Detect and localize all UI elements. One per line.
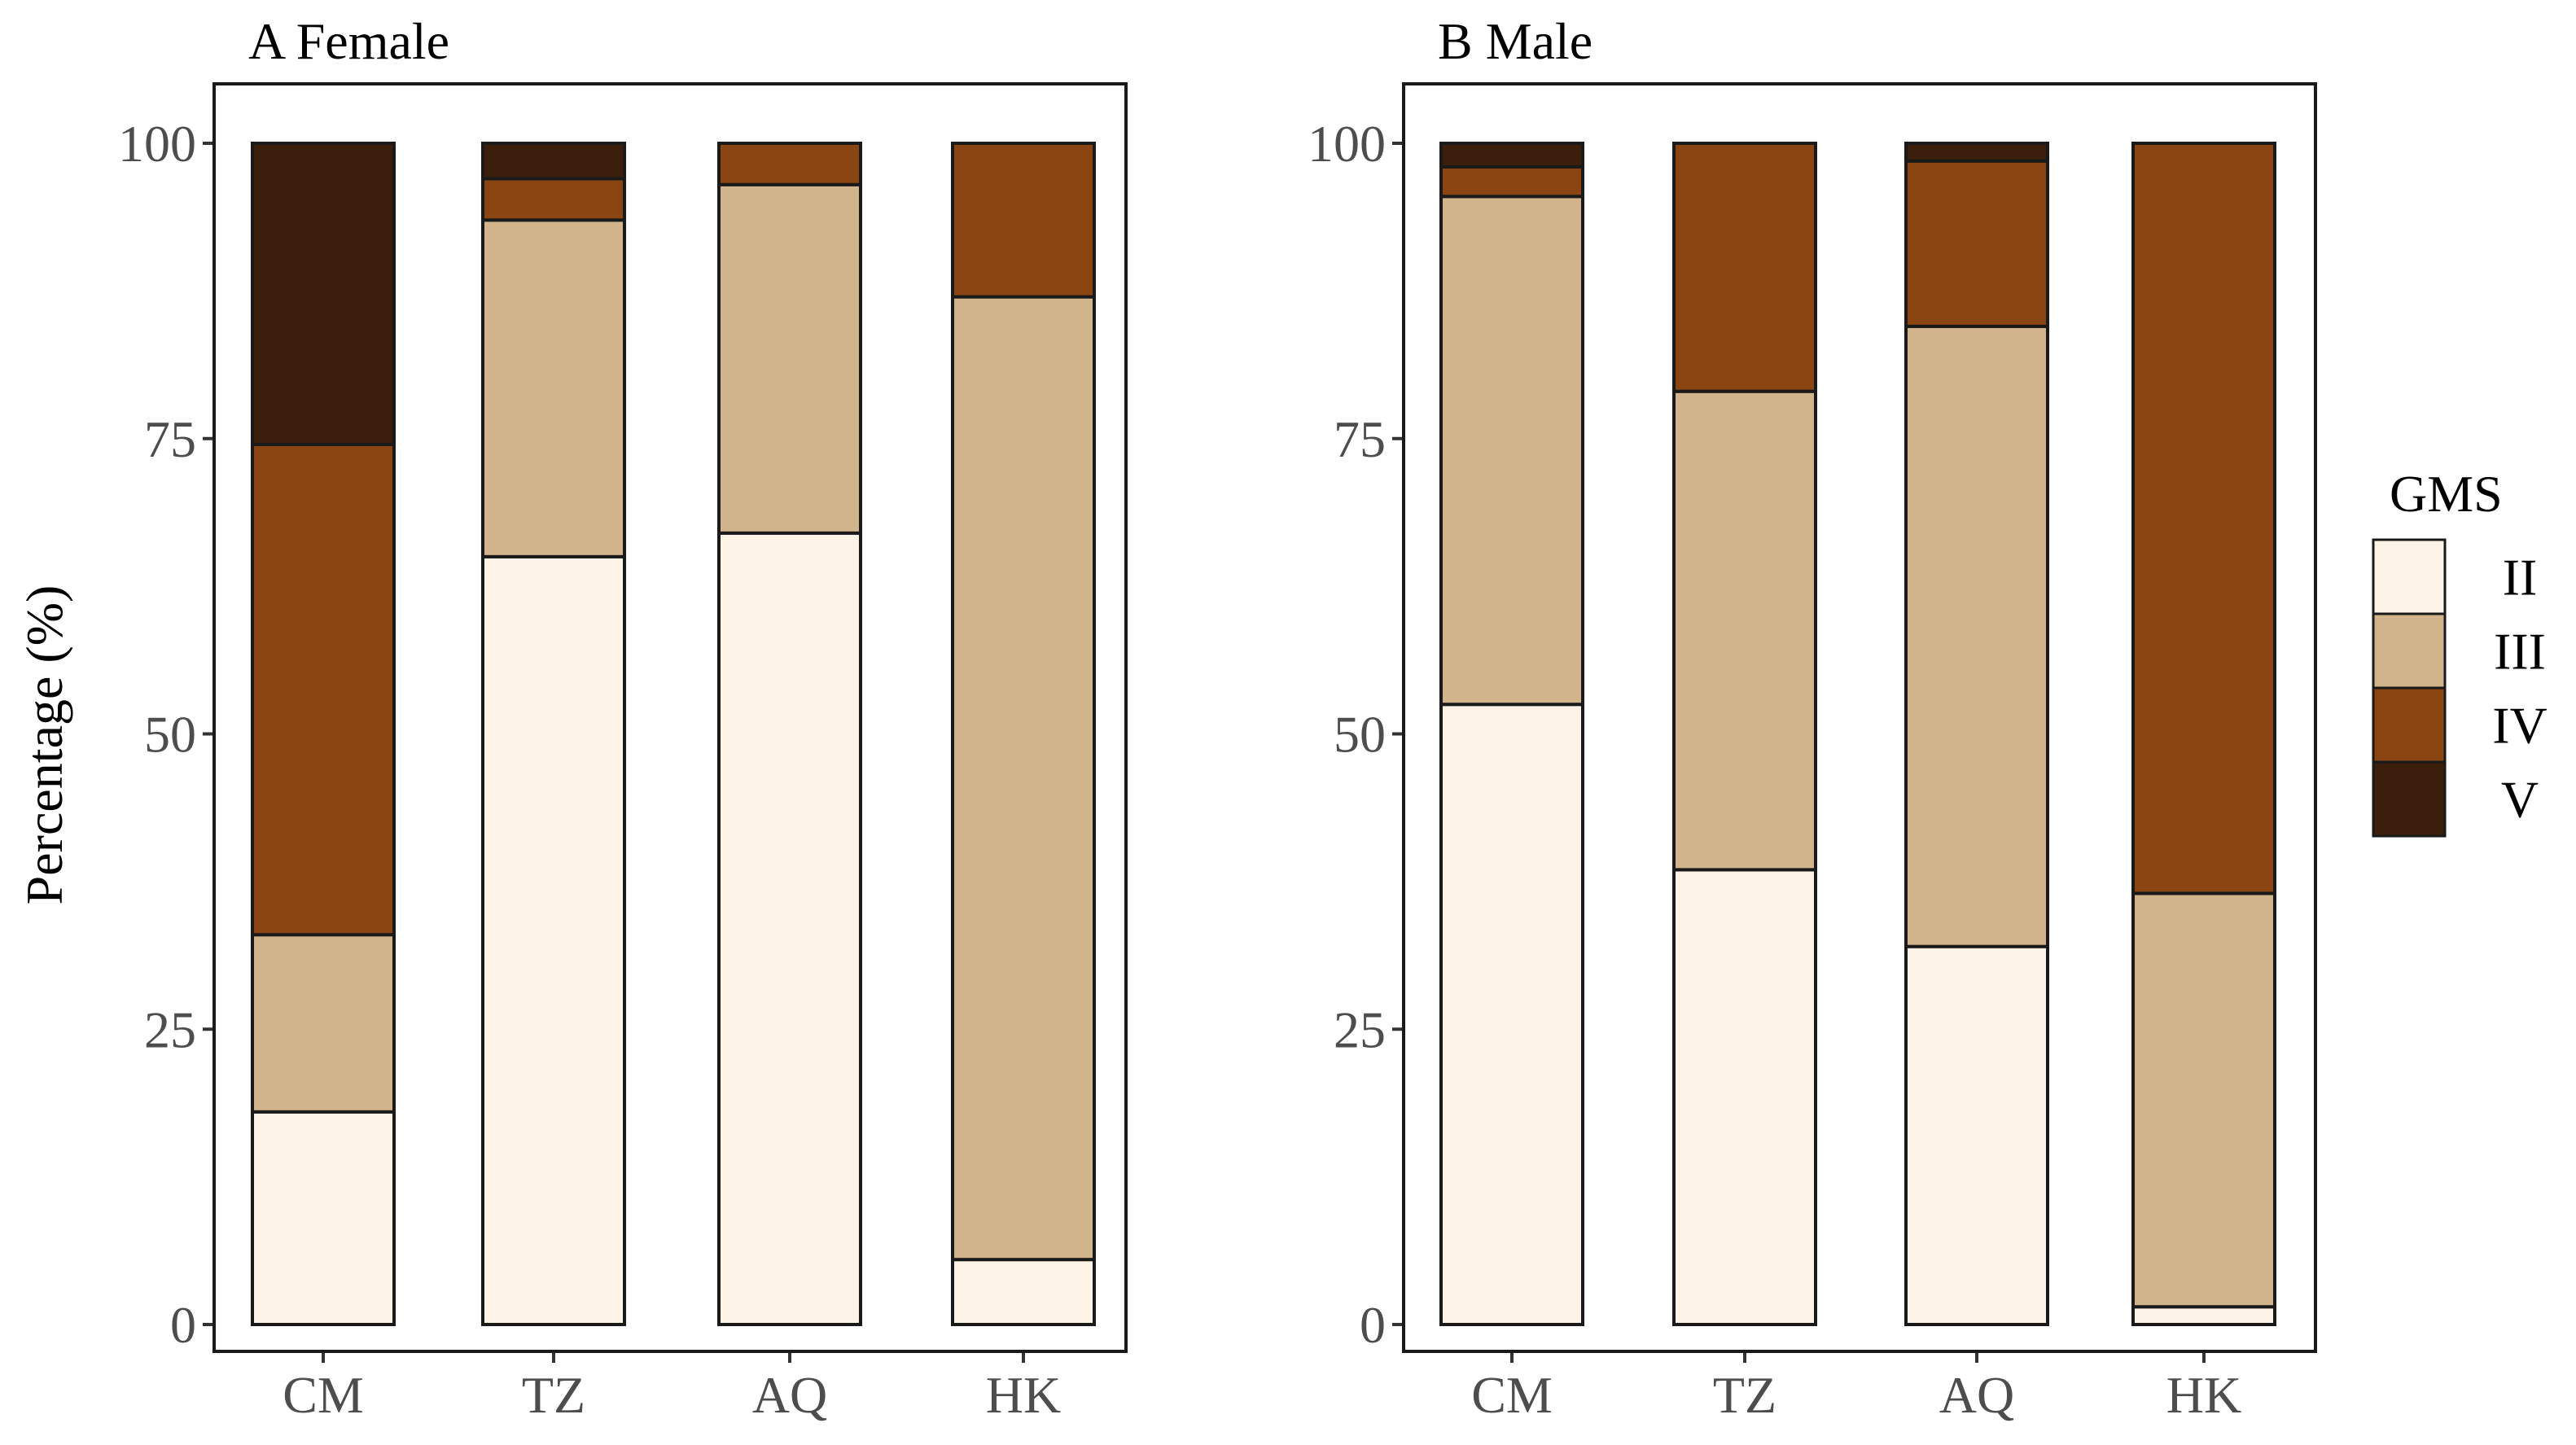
panel-female: A Female CM TZ AQ HK 0 25 50 75 100 <box>118 12 1128 1424</box>
bar-segment-tz-ii <box>481 554 626 1326</box>
legend-key-v <box>2372 760 2447 838</box>
y-tick-label: 75 <box>144 410 196 468</box>
legend-label-iv: IV <box>2492 697 2548 755</box>
x-tick-label: TZ <box>1713 1366 1776 1424</box>
bar-segment-tz-iii <box>481 218 626 558</box>
y-tick-label: 100 <box>1308 115 1386 173</box>
panel-title: B Male <box>1438 12 1592 70</box>
chart-panels: A Female CM TZ AQ HK 0 25 50 75 100 B Male CM TZ AQ HK… <box>118 12 2317 1424</box>
y-tick-label: 75 <box>1334 410 1386 468</box>
y-tick-label: 0 <box>170 1296 196 1354</box>
bar-segment-cm-iii <box>251 933 396 1114</box>
panel-title: A Female <box>248 12 449 70</box>
bar-segment-aq-ii <box>717 531 862 1326</box>
bar-segment-tz-iii <box>1672 389 1817 872</box>
bar-segment-cm-ii <box>1439 703 1584 1326</box>
legend-key-iii <box>2372 612 2447 690</box>
bar-segment-aq-iii <box>1904 324 2049 948</box>
legend-label-iii: III <box>2494 623 2546 681</box>
bar-segment-aq-iii <box>717 182 862 535</box>
bar-segment-cm-ii <box>251 1110 396 1326</box>
bar-segment-tz-ii <box>1672 868 1817 1326</box>
bar-segment-cm-v <box>251 142 396 447</box>
bar-segment-cm-v <box>1439 142 1584 169</box>
bar-segment-aq-v <box>1904 142 2049 163</box>
panel-male: B Male CM TZ AQ HK 0 25 50 75 100 <box>1308 12 2317 1424</box>
bar-segment-tz-iv <box>481 177 626 222</box>
y-tick-label: 50 <box>1334 706 1386 764</box>
bar-segment-cm-iv <box>251 443 396 937</box>
panel-frame <box>1402 82 2317 1353</box>
x-tick-label: AQ <box>1939 1366 2014 1424</box>
bar-segment-hk-iv <box>951 142 1096 299</box>
bar-segment-hk-ii <box>2131 1305 2276 1326</box>
legend-label-v: V <box>2501 771 2539 829</box>
legend-title: GMS <box>2390 465 2503 523</box>
y-tick-label: 25 <box>1334 1001 1386 1058</box>
y-tick-label: 0 <box>1360 1296 1386 1354</box>
x-tick-label: TZ <box>522 1366 585 1424</box>
bar-segment-aq-iv <box>717 142 862 186</box>
bar-segment-hk-iii <box>2131 891 2276 1309</box>
bar-segment-tz-iv <box>1672 142 1817 393</box>
bar-segment-hk-iii <box>951 295 1096 1262</box>
bar-segment-tz-v <box>481 142 626 181</box>
legend-label-ii: II <box>2503 549 2538 606</box>
y-axis-title: Percentage (%) <box>15 585 73 905</box>
bar-segment-aq-iv <box>1904 159 2049 328</box>
panel-frame <box>212 82 1128 1353</box>
bar-segment-cm-iv <box>1439 165 1584 199</box>
x-tick-label: HK <box>986 1366 1061 1424</box>
y-tick-label: 25 <box>144 1001 196 1058</box>
legend-key-iv <box>2372 686 2447 764</box>
bar-segment-hk-ii <box>951 1258 1096 1326</box>
legend-key-ii <box>2372 538 2447 615</box>
x-tick-label: CM <box>283 1366 364 1424</box>
y-tick-label: 50 <box>144 706 196 764</box>
x-tick-label: HK <box>2166 1366 2241 1424</box>
bar-segment-hk-iv <box>2131 142 2276 895</box>
x-tick-label: AQ <box>752 1366 827 1424</box>
y-tick-label: 100 <box>118 115 196 173</box>
bar-segment-cm-iii <box>1439 195 1584 707</box>
bar-segment-aq-ii <box>1904 944 2049 1327</box>
x-tick-label: CM <box>1471 1366 1553 1424</box>
